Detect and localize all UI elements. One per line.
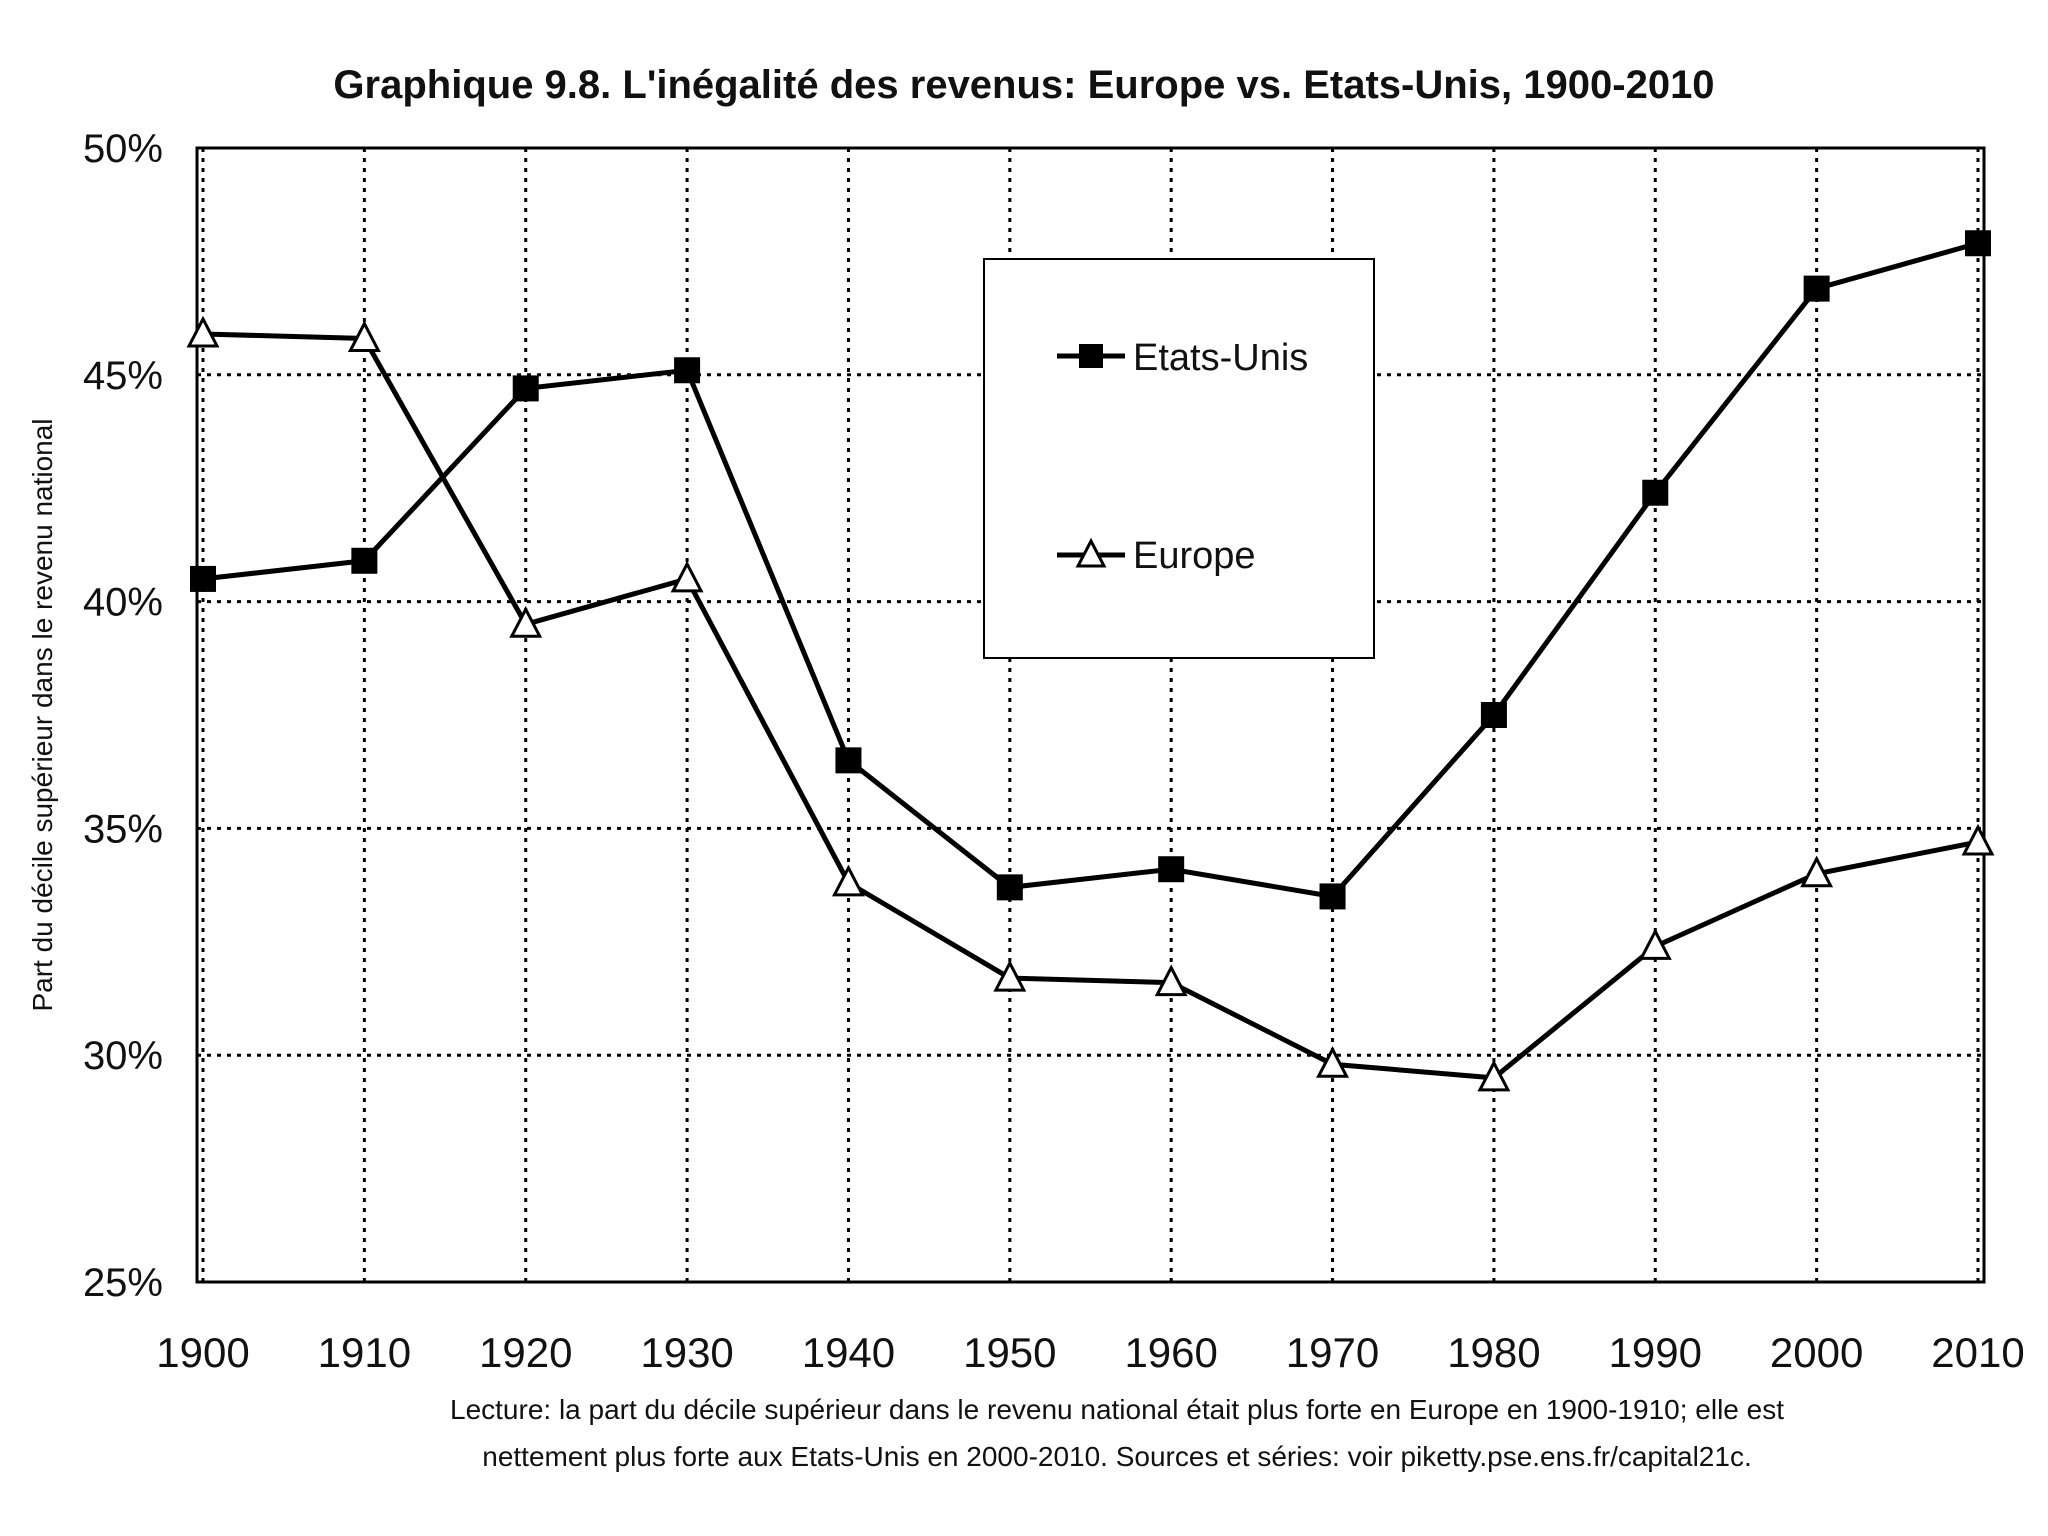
point-europe-2000 (1800, 855, 1834, 888)
y-tick-label: 35% (83, 807, 163, 851)
point-europe-1950 (993, 959, 1027, 992)
x-tick-label: 1900 (156, 1329, 249, 1376)
x-tick-label: 1960 (1124, 1329, 1217, 1376)
x-axis-ticks: 1900 1910 1920 1930 1940 1950 1960 1970 1980 1990… (156, 1329, 2024, 1376)
point-europe-1970 (1316, 1046, 1350, 1078)
point-europe-1920 (509, 606, 543, 638)
series-europe (186, 315, 1995, 1092)
series (186, 230, 1995, 1092)
chart-title: Graphique 9.8. L'inégalité des revenus: … (333, 63, 1714, 107)
legend-label-etats-unis: Etats-Unis (1133, 337, 1308, 379)
series-etats-unis (190, 230, 1991, 910)
point-europe-1940 (831, 864, 865, 897)
legend-marker-europe (1075, 537, 1107, 568)
series-line-etats-unis (202, 240, 1979, 900)
point-europe-1910 (347, 320, 381, 353)
point-etats-unis-1900 (190, 565, 216, 592)
legend-marker-etats-unis (1079, 344, 1103, 368)
y-tick-label: 25% (83, 1261, 163, 1305)
point-etats-unis-1930 (674, 357, 701, 384)
point-europe-1990 (1638, 928, 1672, 960)
point-europe-1960 (1154, 964, 1188, 997)
caption-line-2: nettement plus forte aux Etats-Unis en 2… (482, 1441, 1751, 1472)
point-etats-unis-1910 (351, 547, 378, 574)
legend: Etats-Unis Europe (983, 258, 1375, 659)
point-etats-unis-1960 (1158, 856, 1185, 883)
point-etats-unis-1990 (1642, 479, 1669, 506)
x-tick-label: 1910 (318, 1329, 411, 1376)
caption-line-1: Lecture: la part du décile supérieur dan… (450, 1394, 1784, 1425)
y-tick-label: 50% (83, 127, 163, 171)
x-tick-label: 1980 (1447, 1329, 1540, 1376)
x-tick-label: 1950 (963, 1329, 1056, 1376)
y-axis-ticks: 25% 30% 35% 40% 45% 50% (83, 127, 163, 1305)
y-axis-label: Part du décile supérieur dans le revenu … (27, 418, 58, 1011)
series-line-europe (202, 331, 1979, 1081)
legend-box (983, 258, 1375, 659)
x-tick-label: 1970 (1286, 1329, 1379, 1376)
x-tick-label: 1940 (802, 1329, 895, 1376)
y-tick-label: 45% (83, 354, 163, 398)
point-etats-unis-2000 (1803, 275, 1830, 302)
x-tick-label: 1920 (479, 1329, 572, 1376)
legend-label-europe: Europe (1133, 535, 1256, 577)
point-europe-1980 (1477, 1059, 1511, 1092)
point-etats-unis-2010 (1965, 230, 1991, 257)
x-tick-label: 1990 (1609, 1329, 1702, 1376)
x-tick-label: 2010 (1931, 1329, 2024, 1376)
point-etats-unis-1920 (512, 375, 539, 402)
y-tick-label: 30% (83, 1034, 163, 1078)
y-tick-label: 40% (83, 581, 163, 625)
point-etats-unis-1980 (1480, 702, 1507, 728)
point-europe-1900 (186, 315, 220, 348)
point-etats-unis-1970 (1319, 883, 1346, 910)
point-etats-unis-1950 (996, 874, 1023, 901)
plot-frame (195, 146, 1986, 1284)
x-tick-label: 2000 (1770, 1329, 1863, 1376)
point-europe-2010 (1961, 823, 1995, 856)
x-tick-label: 1930 (640, 1329, 733, 1376)
point-etats-unis-1940 (835, 747, 862, 774)
point-europe-1930 (670, 560, 704, 593)
